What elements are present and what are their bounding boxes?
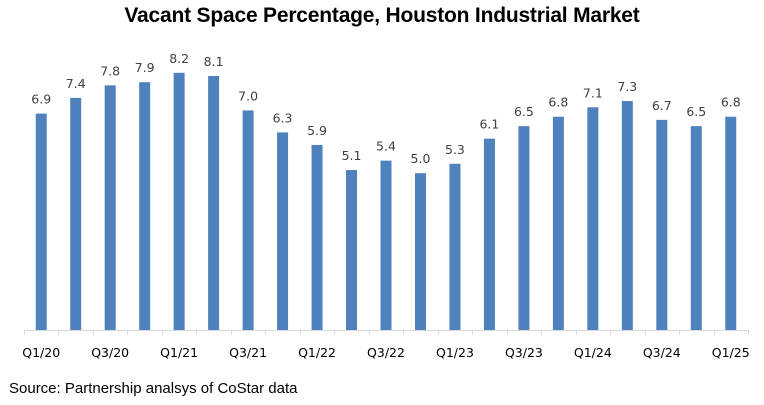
data-label: 7.1: [583, 85, 603, 100]
bar-q4-20: [139, 82, 151, 331]
x-tick-label: Q1/25: [712, 345, 750, 360]
data-label: 6.5: [686, 104, 706, 119]
x-tick-label: Q1/20: [22, 345, 60, 360]
x-tick-label: Q1/24: [574, 345, 612, 360]
bar-q2-24: [621, 101, 633, 330]
data-label: 6.8: [548, 95, 568, 110]
bar-q1-20: [35, 113, 47, 330]
x-tick-label: Q3/23: [505, 345, 543, 360]
x-tick-label: Q3/24: [643, 345, 681, 360]
data-label: 6.5: [514, 104, 534, 119]
data-label: 6.9: [31, 92, 51, 107]
source-note: Source: Partnership analsys of CoStar da…: [9, 380, 298, 397]
bar-q2-21: [208, 75, 220, 330]
data-label: 6.1: [479, 117, 499, 132]
bar-q4-24: [690, 126, 702, 331]
bar-q3-22: [380, 160, 392, 330]
bar-q1-24: [587, 107, 599, 331]
bar-q1-22: [311, 144, 323, 330]
bar-q1-25: [725, 116, 737, 331]
data-label: 6.7: [652, 98, 672, 113]
bar-q2-23: [483, 138, 495, 330]
bars: [35, 72, 737, 331]
bar-q4-21: [277, 132, 289, 330]
x-tick-label: Q3/22: [367, 345, 405, 360]
data-label: 5.1: [342, 148, 362, 163]
data-label: 6.3: [273, 110, 293, 125]
data-label: 5.4: [376, 139, 396, 154]
x-tick-label: Q3/20: [91, 345, 129, 360]
data-label: 7.8: [100, 63, 120, 78]
x-tick-label: Q3/21: [229, 345, 267, 360]
data-label: 7.4: [66, 76, 86, 91]
x-tick-labels: Q1/20 Q3/20 Q1/21 Q3/21 Q1/22 Q3/22 Q1/23 Q3/23…: [22, 345, 749, 360]
data-label: 5.0: [411, 151, 431, 166]
bar-q4-22: [414, 173, 426, 330]
bar-q2-20: [70, 97, 82, 330]
bar-q1-23: [449, 163, 461, 330]
x-tick-label: Q1/21: [160, 345, 198, 360]
x-tick-label: Q1/23: [436, 345, 474, 360]
data-label: 7.0: [238, 88, 258, 103]
data-labels: 6.9 7.4 7.8 7.9 8.2 8.1 7.0 6.3 5.9 5.1 5.4 5.0 5.3 6…: [31, 51, 740, 166]
data-label: 5.9: [307, 123, 327, 138]
data-label: 8.2: [169, 51, 189, 66]
data-label: 6.8: [721, 95, 741, 110]
data-label: 8.1: [204, 54, 224, 69]
chart-title: Vacant Space Percentage, Houston Industr…: [124, 4, 640, 27]
data-label: 7.3: [617, 79, 637, 94]
bar-q1-21: [173, 72, 185, 331]
x-axis-ticks: [24, 330, 749, 335]
data-label: 7.9: [135, 60, 155, 75]
bar-q3-23: [518, 126, 530, 331]
bar-q2-22: [346, 170, 358, 330]
bar-q3-20: [104, 85, 116, 330]
data-label: 5.3: [445, 142, 465, 157]
bar-q4-23: [552, 116, 564, 331]
bar-q3-24: [656, 119, 668, 330]
bar-q3-21: [242, 110, 254, 330]
x-tick-label: Q1/22: [298, 345, 336, 360]
